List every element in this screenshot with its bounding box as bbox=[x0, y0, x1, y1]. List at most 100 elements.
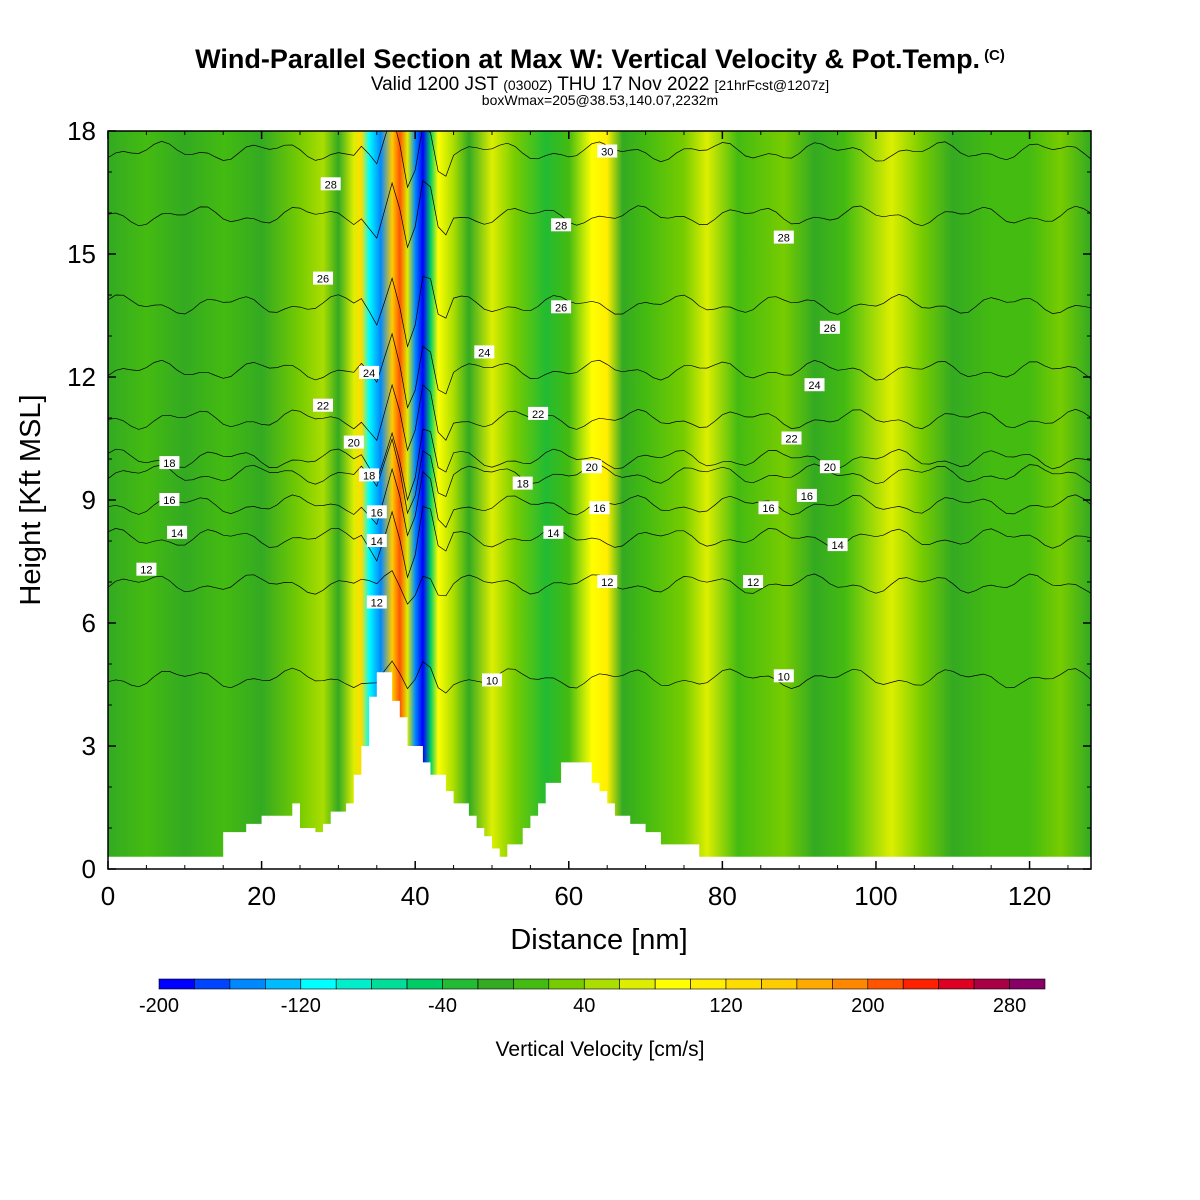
theta-contour-28 bbox=[108, 180, 1091, 249]
colorbar-swatch bbox=[158, 978, 195, 990]
theta-label-text: 24 bbox=[478, 347, 490, 359]
theta-label-text: 28 bbox=[325, 179, 337, 191]
theta-label-box bbox=[159, 456, 180, 470]
theta-label-box bbox=[343, 435, 364, 449]
theta-label-text: 30 bbox=[601, 147, 613, 159]
colorbar-swatch bbox=[406, 978, 443, 990]
theta-label-text: 20 bbox=[586, 462, 598, 474]
colorbar-tick-label: 280 bbox=[993, 995, 1026, 1017]
theta-label-22: 22 bbox=[781, 431, 802, 446]
theta-label-text: 14 bbox=[831, 540, 843, 552]
theta-label-28: 28 bbox=[551, 218, 572, 232]
theta-label-14: 14 bbox=[366, 534, 387, 548]
terrain bbox=[108, 672, 1091, 869]
theta-contour-14 bbox=[108, 505, 1091, 579]
theta-label-text: 18 bbox=[163, 458, 175, 470]
theta-label-26: 26 bbox=[313, 271, 333, 286]
theta-contour-24 bbox=[108, 332, 1091, 409]
theta-label-box bbox=[359, 365, 380, 379]
theta-label-12: 12 bbox=[743, 575, 764, 589]
theta-label-14: 14 bbox=[543, 525, 564, 540]
theta-label-text: 12 bbox=[747, 577, 759, 589]
velocity-field bbox=[108, 131, 1091, 869]
theta-label-24: 24 bbox=[474, 345, 495, 359]
theta-label-10: 10 bbox=[773, 669, 794, 683]
x-tick-label: 20 bbox=[247, 881, 276, 911]
x-tick-label: 40 bbox=[401, 881, 430, 911]
theta-contour-22 bbox=[108, 383, 1091, 452]
theta-label-16: 16 bbox=[159, 493, 180, 507]
x-tick-label: 100 bbox=[854, 881, 897, 911]
colorbar-swatch bbox=[548, 978, 585, 990]
theta-label-12: 12 bbox=[597, 575, 618, 589]
theta-label-text: 14 bbox=[171, 528, 183, 540]
theta-label-text: 12 bbox=[371, 598, 383, 610]
theta-label-box bbox=[136, 562, 157, 576]
theta-label-box bbox=[781, 431, 802, 445]
colorbar-swatch bbox=[229, 978, 266, 990]
theta-label-text: 18 bbox=[363, 470, 375, 482]
theta-label-box bbox=[313, 398, 333, 412]
theta-contour-20 bbox=[108, 428, 1091, 502]
y-tick-label: 6 bbox=[82, 608, 96, 638]
theta-label-box bbox=[159, 493, 180, 506]
theta-label-text: 16 bbox=[163, 495, 175, 507]
colorbar-tick-label: -120 bbox=[281, 995, 321, 1017]
theta-label-18: 18 bbox=[512, 476, 533, 491]
colorbar-tick-label: 200 bbox=[851, 995, 884, 1017]
theta-label-text: 14 bbox=[547, 528, 559, 540]
theta-label-16: 16 bbox=[758, 501, 779, 515]
theta-label-box bbox=[167, 525, 188, 539]
y-tick-label: 0 bbox=[82, 854, 96, 884]
theta-label-text: 16 bbox=[593, 503, 605, 515]
plot-area: 10 10 12 12 12 12 14 14 14 14 16 16 16 16 16 18 18 18 20 20… bbox=[108, 131, 1091, 869]
colorbar-tick-label: -40 bbox=[428, 995, 457, 1017]
theta-label-text: 22 bbox=[785, 434, 797, 446]
colorbar-tick-label: 120 bbox=[709, 995, 742, 1017]
theta-label-20: 20 bbox=[819, 460, 840, 474]
theta-label-20: 20 bbox=[343, 435, 364, 450]
colorbar-swatch bbox=[832, 978, 869, 990]
theta-label-text: 20 bbox=[824, 462, 836, 474]
theta-label-text: 12 bbox=[601, 577, 613, 589]
colorbar-swatch bbox=[371, 978, 408, 990]
theta-label-text: 28 bbox=[778, 233, 790, 245]
theta-label-box bbox=[804, 378, 825, 392]
colorbar-swatch bbox=[690, 978, 727, 990]
theta-label-26: 26 bbox=[819, 320, 840, 335]
theta-label-text: 16 bbox=[371, 507, 383, 519]
theta-label-text: 10 bbox=[778, 671, 790, 683]
theta-label-box bbox=[543, 525, 564, 539]
x-tick-label: 120 bbox=[1008, 881, 1051, 911]
x-tick-label: 0 bbox=[101, 881, 115, 911]
chart-title: Wind-Parallel Section at Max W: Vertical… bbox=[0, 44, 1200, 75]
theta-label-box bbox=[313, 271, 333, 285]
theta-label-box bbox=[597, 575, 618, 588]
theta-label-26: 26 bbox=[551, 300, 572, 314]
colorbar-swatch bbox=[867, 978, 904, 990]
theta-label-box bbox=[773, 230, 794, 244]
theta-label-text: 12 bbox=[140, 565, 152, 577]
theta-label-12: 12 bbox=[136, 562, 157, 577]
theta-label-text: 26 bbox=[555, 302, 567, 314]
box-wmax-info: boxWmax=205@38.53,140.07,2232m bbox=[481, 92, 719, 108]
colorbar-swatch bbox=[477, 978, 514, 990]
theta-contour-30 bbox=[108, 131, 1091, 189]
theta-label-24: 24 bbox=[359, 365, 380, 380]
valid-date: THU 17 Nov 2022 bbox=[557, 74, 710, 95]
theta-label-28: 28 bbox=[773, 230, 794, 245]
theta-label-box bbox=[597, 144, 618, 158]
colorbar-title: Vertical Velocity [cm/s] bbox=[495, 1038, 705, 1061]
theta-label-text: 20 bbox=[348, 438, 360, 450]
theta-label-box bbox=[743, 575, 764, 588]
theta-label-24: 24 bbox=[804, 378, 825, 392]
theta-label-text: 26 bbox=[317, 274, 329, 286]
theta-label-14: 14 bbox=[167, 525, 188, 540]
theta-label-box bbox=[589, 501, 610, 515]
colorbar-swatch bbox=[619, 978, 656, 990]
theta-contour-labels: 10 10 12 12 12 12 14 14 14 14 16 16 16 16 16 18 18 18 20 20… bbox=[136, 144, 848, 687]
theta-label-box bbox=[551, 218, 572, 232]
colorbar-swatch bbox=[902, 978, 939, 990]
colorbar-swatch bbox=[442, 978, 479, 990]
theta-label-box bbox=[320, 177, 341, 191]
